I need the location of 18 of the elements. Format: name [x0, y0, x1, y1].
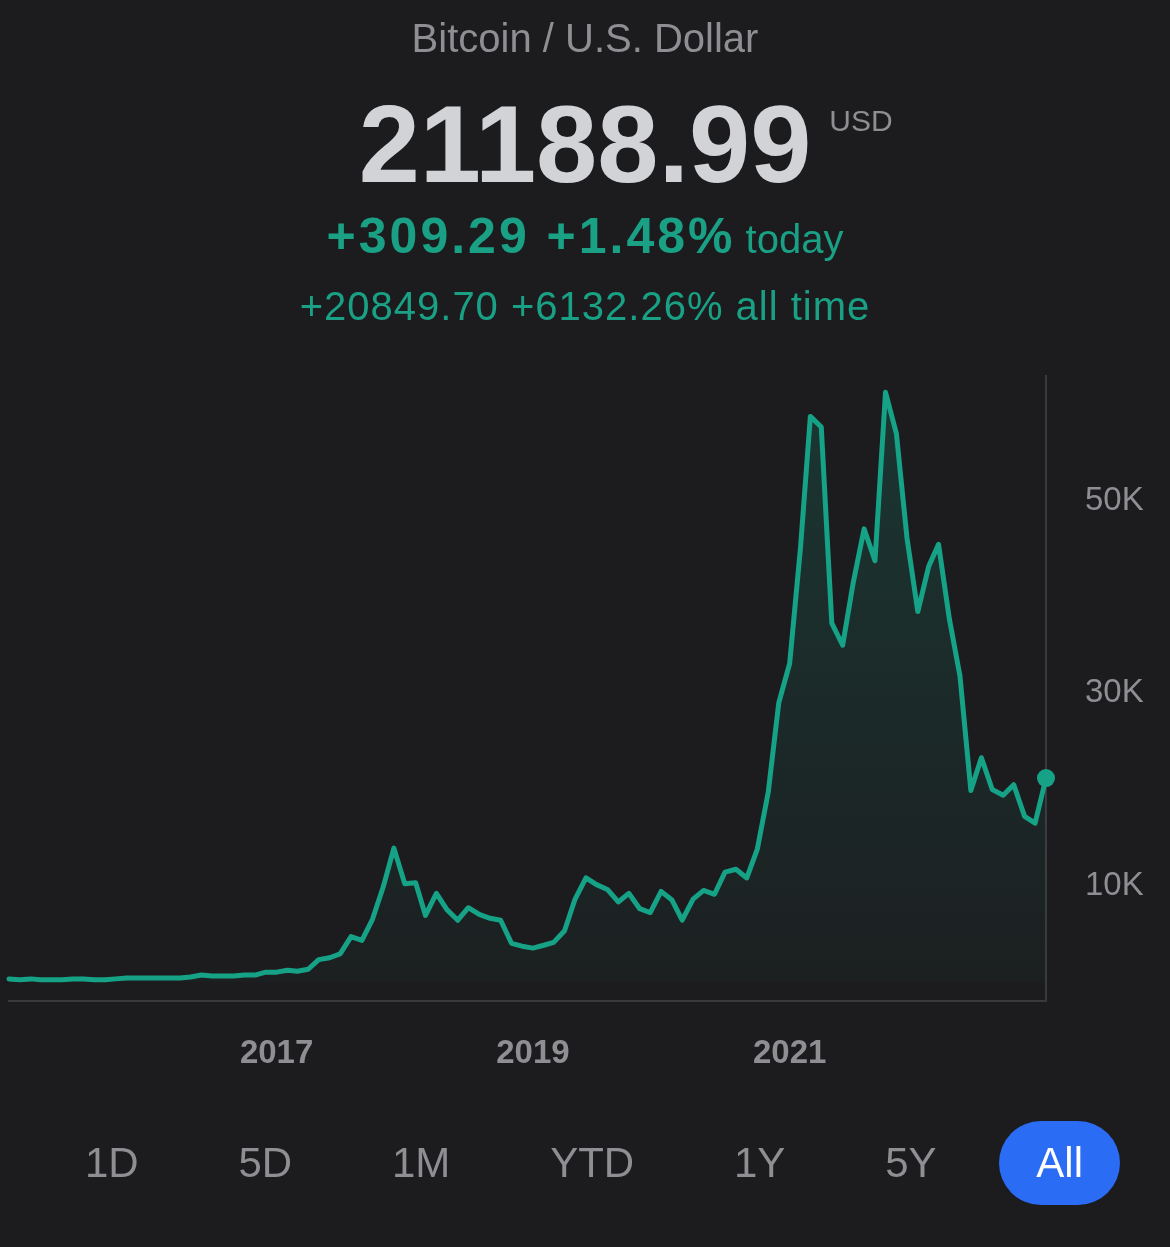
text: +309.29 +1.48% — [326, 208, 736, 264]
text: 1M — [392, 1138, 451, 1188]
y-tick-label: 10K — [1085, 864, 1144, 902]
text: 1D — [85, 1138, 139, 1188]
y-tick-label: 50K — [1085, 480, 1144, 518]
chart-title: Bitcoin / U.S. Dollar — [410, 15, 760, 61]
text: 1Y — [733, 1138, 786, 1188]
text: +20849.70 +6132.26% all time — [298, 283, 872, 329]
text: YTD — [550, 1138, 635, 1188]
text: today — [745, 217, 844, 261]
x-tick-label: 2019 — [496, 1032, 570, 1070]
x-tick-label: 2021 — [752, 1032, 827, 1070]
text: 5D — [238, 1138, 293, 1188]
y-tick-label: 30K — [1085, 672, 1144, 710]
text: 5Y — [885, 1138, 937, 1188]
chart-subtitle: 21188.99$^{USD}$ — [358, 82, 893, 205]
x-tick-label: 2017 — [239, 1032, 314, 1070]
text: All — [1036, 1138, 1083, 1188]
